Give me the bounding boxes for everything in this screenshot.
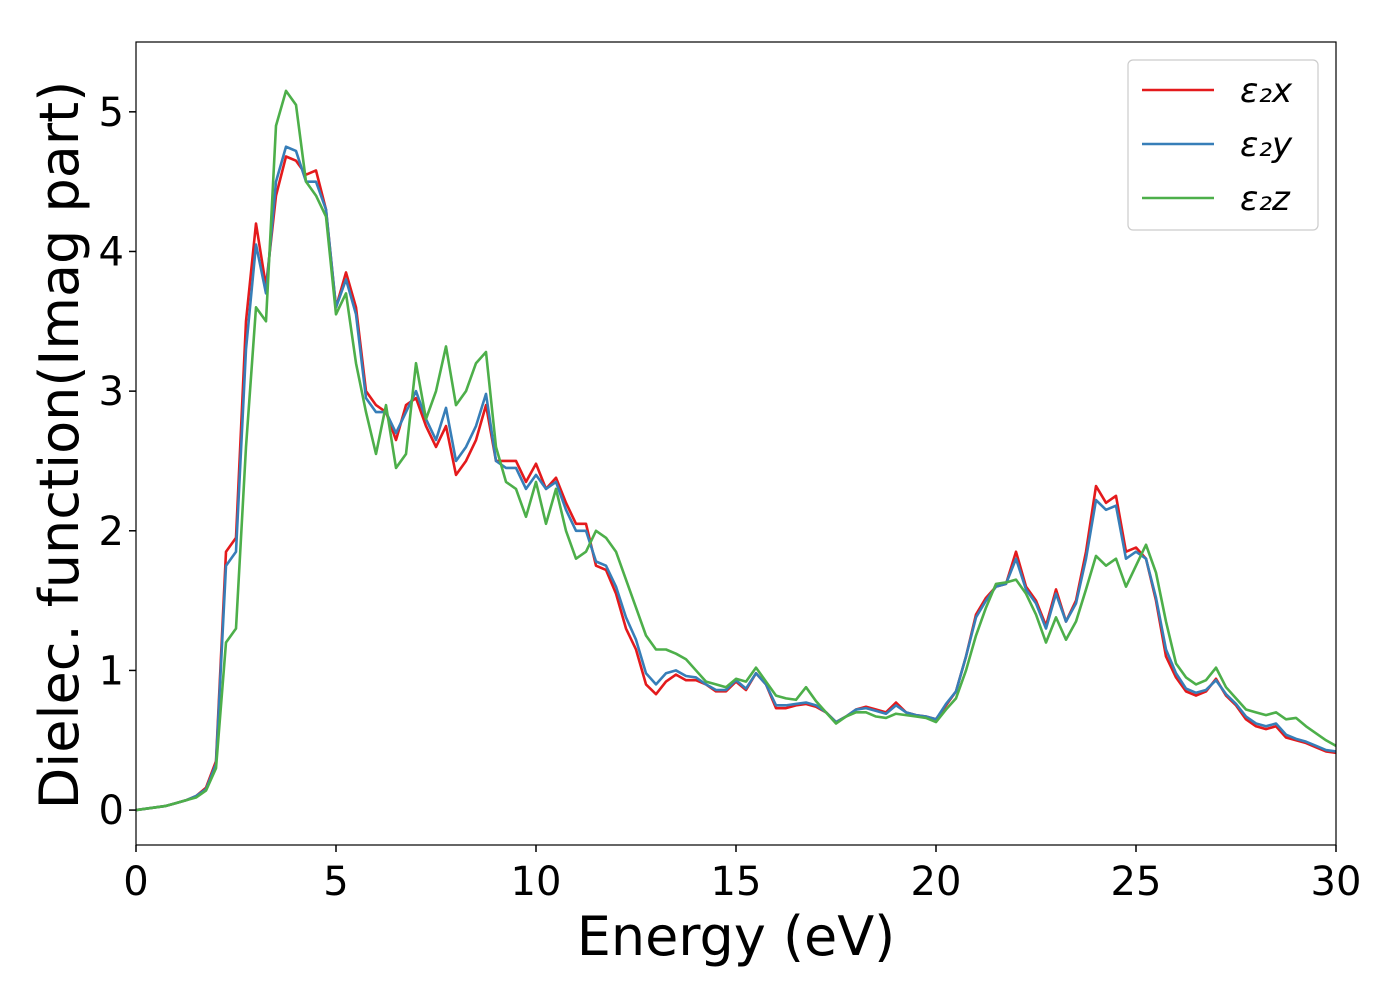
x-tick-label: 0 bbox=[123, 859, 148, 905]
y-axis-label: Dielec. function(Imag part) bbox=[28, 81, 91, 810]
x-tick-label: 30 bbox=[1311, 859, 1362, 905]
y-tick-label: 4 bbox=[99, 229, 124, 275]
data-line bbox=[136, 145, 1336, 812]
y-tick-label: 1 bbox=[99, 648, 124, 694]
x-tick-label: 15 bbox=[711, 859, 762, 905]
legend-label: ε₂z bbox=[1240, 179, 1291, 219]
data-line bbox=[136, 89, 1336, 812]
plot-frame bbox=[135, 41, 1337, 846]
data-line bbox=[136, 155, 1336, 812]
x-tick-label: 10 bbox=[511, 859, 562, 905]
legend-label: ε₂y bbox=[1240, 125, 1293, 165]
y-tick-label: 2 bbox=[99, 509, 124, 555]
x-tick-label: 5 bbox=[323, 859, 348, 905]
y-tick-label: 3 bbox=[99, 369, 124, 415]
y-tick-label: 5 bbox=[99, 90, 124, 136]
y-tick-label: 0 bbox=[99, 788, 124, 834]
x-axis-label: Energy (eV) bbox=[577, 905, 896, 968]
x-tick-label: 20 bbox=[911, 859, 962, 905]
legend-label: ε₂x bbox=[1240, 71, 1293, 111]
x-tick-label: 25 bbox=[1111, 859, 1162, 905]
legend-box bbox=[1127, 59, 1319, 231]
